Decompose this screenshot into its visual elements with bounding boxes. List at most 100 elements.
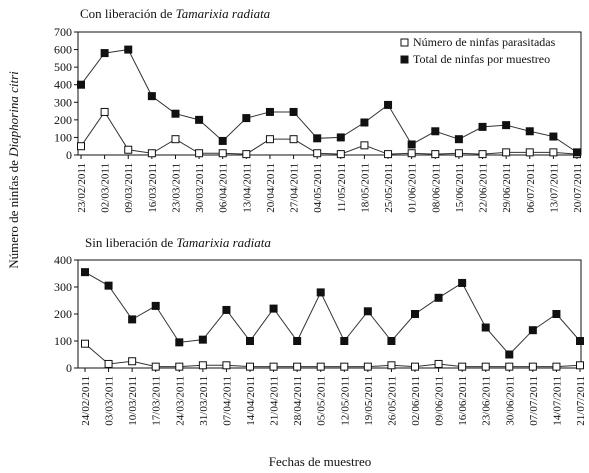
point-parasitadas [434,359,443,368]
x-tick-label: 16/06/2011 [457,376,469,426]
point-total [454,135,463,144]
legend: Número de ninfas parasitadas Total de ni… [400,35,556,66]
y-tick-label: 0 [66,361,72,375]
point-parasitadas [525,148,534,157]
point-total [387,337,396,345]
y-tick-label: 500 [54,60,72,74]
legend-entry: Total de ninfas por muestreo [413,52,550,66]
point-parasitadas [100,107,109,116]
x-tick-label: 11/05/2011 [336,163,348,212]
point-parasitadas [242,150,251,159]
point-total [265,107,274,116]
point-total [147,92,156,101]
x-tick-label: 13/04/2011 [241,163,253,213]
point-total [128,315,137,324]
point-parasitadas [458,362,467,371]
point-parasitadas [384,150,393,159]
point-parasitadas [313,149,322,158]
point-total [195,115,204,124]
point-total [242,114,251,123]
x-tick-label: 28/04/2011 [292,376,304,426]
point-total [576,337,584,345]
x-axis-label: Fechas de muestreo [269,454,372,469]
x-tick-label: 02/06/2011 [410,376,422,426]
y-tick-label: 600 [54,43,72,57]
x-tick-label: 17/03/2011 [151,376,163,426]
y-tick-label: 300 [54,95,72,109]
point-parasitadas [552,362,561,371]
x-tick-label: 06/04/2011 [218,163,230,213]
point-total [552,310,561,318]
point-parasitadas [431,150,440,159]
point-total [198,335,207,344]
point-total [151,301,160,310]
point-parasitadas [363,362,372,371]
point-total [434,293,443,302]
x-tick-label: 01/06/2011 [407,163,419,213]
x-tick-label: 27/04/2011 [289,163,301,213]
point-total [407,140,416,149]
chart-con-liberacion: Con liberación de Tamarixia radiata 0 100… [54,6,584,213]
x-tick-label: 30/06/2011 [504,376,516,426]
point-parasitadas [387,361,396,370]
point-parasitadas [151,362,160,371]
point-total [481,323,490,332]
point-parasitadas [505,362,514,371]
point-parasitadas [222,361,231,370]
x-tick-label: 14/07/2011 [551,376,563,426]
point-parasitadas [128,357,137,366]
y-tick-label: 400 [54,78,72,92]
x-tick-label: 23/06/2011 [481,376,493,426]
x-tick-label: 07/04/2011 [221,376,233,426]
x-tick-label: 16/03/2011 [147,163,159,213]
point-total [293,337,302,345]
y-tick-label: 200 [54,307,72,321]
x-tick-label: 15/06/2011 [454,163,466,213]
point-parasitadas [195,149,204,158]
x-tick-label: 18/05/2011 [359,163,371,213]
point-parasitadas [289,135,298,144]
point-total [384,100,393,109]
plot-area: 0 100 200 300 400 24/02/2011 03/03/2011 10/03/2… [54,253,587,426]
point-total [218,136,227,145]
x-tick-label: 21/04/2011 [269,376,281,426]
x-tick-label: 09/03/2011 [123,163,135,213]
y-tick-label: 400 [54,253,72,267]
y-tick-label: 100 [54,334,72,348]
point-total [336,133,345,142]
series-line [80,111,578,155]
point-total [478,122,487,131]
x-tick-label: 03/03/2011 [104,376,116,426]
point-total [171,109,180,118]
x-tick-label: 02/03/2011 [100,163,112,213]
point-total [316,288,325,297]
y-tick-label: 300 [54,280,72,294]
point-total [502,121,511,130]
x-tick-label: 13/07/2011 [548,163,560,213]
x-tick-label: 08/06/2011 [430,163,442,213]
point-total [124,45,133,54]
point-parasitadas [576,361,584,370]
legend-filled-square-icon [400,55,409,64]
point-parasitadas [246,362,254,371]
point-total [313,134,322,143]
x-tick-label: 19/05/2011 [363,376,375,426]
point-parasitadas [481,362,490,371]
series-line [80,49,578,153]
point-total [549,132,558,141]
point-parasitadas [293,362,302,371]
point-total [289,107,298,116]
x-tick-label: 05/05/2011 [316,376,328,426]
x-tick-label: 04/05/2011 [312,163,324,213]
x-tick-label: 23/02/2011 [76,163,88,213]
y-tick-label: 200 [54,113,72,127]
point-parasitadas [528,362,537,371]
point-parasitadas [81,339,89,348]
point-total [458,278,467,287]
x-tick-label: 29/06/2011 [501,163,513,213]
point-total [360,118,369,127]
point-parasitadas [198,361,207,370]
x-tick-label: 06/07/2011 [525,163,537,213]
point-total [269,304,278,313]
x-tick-label: 24/03/2011 [174,376,186,426]
